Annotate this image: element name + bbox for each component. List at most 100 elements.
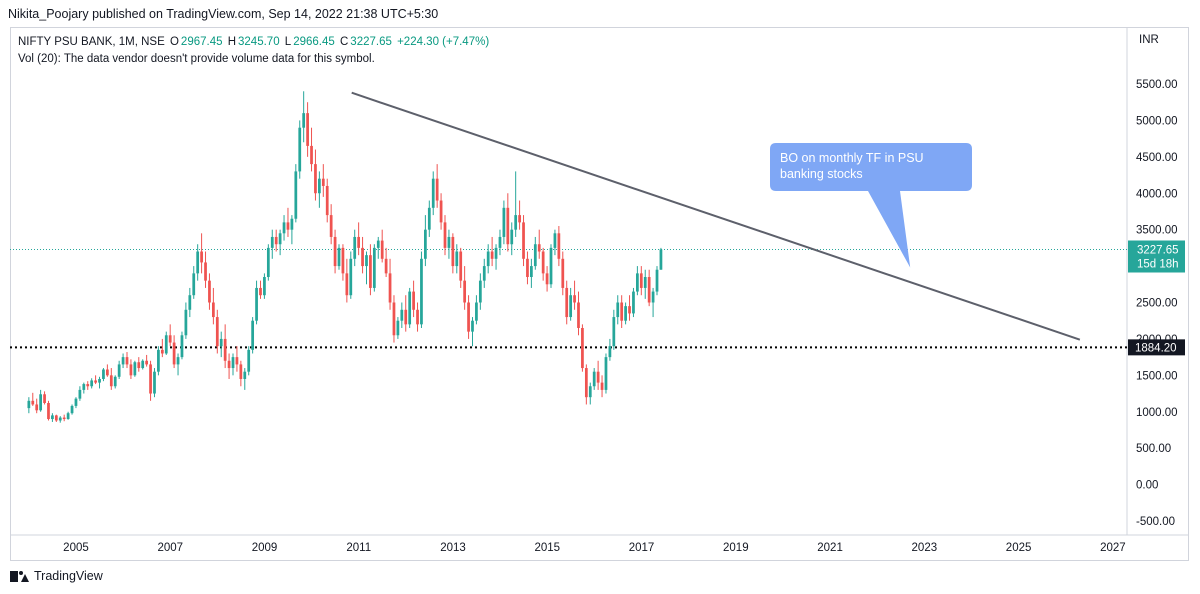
x-tick-label: 2015 [534, 542, 560, 554]
candle-body [522, 222, 525, 259]
candle-body [223, 338, 227, 361]
candle-body [251, 320, 255, 350]
candle-body [35, 404, 39, 411]
published-banner: Nikita_Poojary published on TradingView.… [8, 7, 439, 21]
candle-body [443, 222, 447, 248]
candle-body [553, 233, 557, 248]
candle-body [239, 364, 243, 379]
candle-body [372, 247, 376, 288]
candle-body [577, 302, 580, 328]
candle-body [113, 376, 117, 387]
candle-body [149, 364, 152, 394]
candle-body [302, 113, 306, 128]
candle-body [117, 364, 121, 377]
y-tick-label: -500.00 [1136, 516, 1175, 528]
x-tick-label: 2021 [817, 542, 843, 554]
candle-body [188, 295, 192, 310]
candle-body [137, 362, 141, 369]
candle-body [82, 384, 86, 390]
y-tick-label: 2500.00 [1136, 298, 1178, 310]
candle-body [145, 360, 149, 365]
candle-body [31, 400, 35, 405]
candle-body [58, 417, 62, 421]
candle-body [94, 380, 97, 383]
candle-body [647, 277, 651, 303]
candle-body [545, 273, 549, 285]
candle-body [243, 371, 247, 379]
candle-body [141, 360, 145, 369]
volume-legend: Vol (20): The data vendor doesn't provid… [18, 53, 375, 65]
x-tick-label: 2007 [157, 542, 183, 554]
candle-body [102, 369, 105, 379]
candle-body [628, 306, 631, 314]
candle-body [318, 178, 321, 194]
candle-body [51, 415, 54, 420]
legend-symbol: NIFTY PSU BANK, 1M, NSE [18, 36, 165, 48]
x-tick-label: 2009 [252, 542, 278, 554]
candle-body [533, 244, 537, 267]
candle-body [270, 236, 274, 248]
candle-body [514, 215, 518, 230]
candle-body [596, 371, 600, 383]
candle-body [121, 357, 125, 365]
candle-body [455, 251, 459, 267]
candle-body [129, 364, 133, 376]
candle-body [584, 368, 588, 398]
candle-body [592, 371, 596, 387]
candle-body [282, 222, 286, 234]
candle-body [227, 360, 231, 369]
legend-low-value: 2966.45 [293, 36, 335, 48]
legend-low-label: L [284, 36, 292, 48]
candle-body [588, 386, 592, 398]
callout-text-line1: BO on monthly TF in PSU [780, 151, 924, 165]
candle-body [541, 251, 545, 274]
candle-body [321, 178, 325, 186]
candle-body [196, 251, 200, 274]
candle-body [639, 273, 643, 288]
last-price-countdown: 15d 18h [1137, 259, 1179, 271]
candle-body [561, 258, 565, 288]
legend-close-value: 3227.65 [350, 36, 392, 48]
candle-body [333, 236, 337, 267]
callout-bubble[interactable] [770, 143, 972, 268]
x-tick-label: 2019 [723, 542, 749, 554]
candle-body [357, 236, 361, 248]
y-tick-label: 1500.00 [1136, 370, 1178, 382]
support-price-label: 1884.20 [1135, 342, 1177, 354]
candle-body [208, 280, 211, 303]
candle-body [235, 357, 239, 365]
candle-body [447, 236, 451, 248]
tradingview-brand[interactable]: TradingView [10, 569, 103, 583]
candle-body [408, 291, 412, 325]
candle-body [310, 145, 313, 165]
x-tick-label: 2013 [440, 542, 466, 554]
candle-body [172, 342, 176, 365]
candle-body [412, 291, 415, 310]
candle-body [557, 233, 561, 259]
candle-body [164, 335, 168, 354]
candle-body [157, 349, 160, 372]
trendline[interactable] [351, 91, 1081, 341]
candle-body [506, 207, 510, 245]
candle-body [643, 277, 647, 288]
candle-body [160, 349, 164, 354]
legend-close-label: C [339, 36, 349, 48]
chart-frame[interactable] [10, 27, 1189, 561]
candle-body [266, 247, 270, 278]
candle-body [125, 357, 129, 365]
candle-body [349, 258, 353, 296]
x-tick-label: 2023 [912, 542, 938, 554]
candle-body [341, 247, 345, 274]
candle-body [494, 247, 498, 259]
candle-body [345, 273, 349, 296]
candle-body [231, 357, 235, 369]
candle-body [569, 295, 573, 318]
candle-body [263, 277, 266, 296]
x-tick-label: 2027 [1100, 542, 1126, 554]
candle-body [400, 309, 404, 321]
candle-body [200, 251, 203, 263]
candle-body [518, 215, 521, 223]
legend-high-label: H [227, 36, 237, 48]
candle-body [424, 229, 427, 259]
